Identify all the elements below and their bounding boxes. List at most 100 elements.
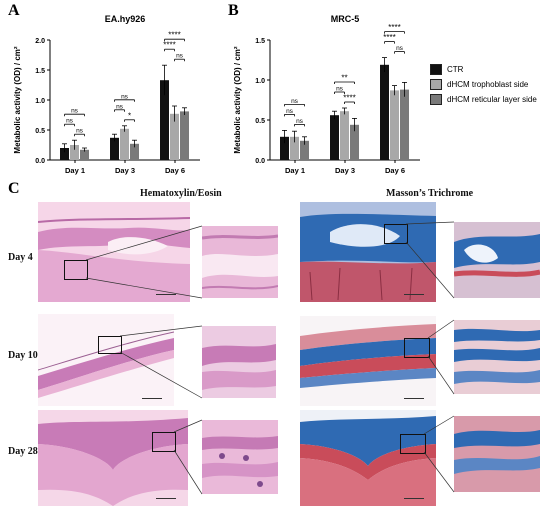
he-title: Hematoxylin/Eosin <box>140 188 222 199</box>
significance-label: ns <box>176 53 184 60</box>
mt-day28-detail-graphic <box>454 416 540 492</box>
scale-bar <box>142 398 162 399</box>
he-day10-zoom-box <box>98 336 122 354</box>
he-day4-zoom-box <box>64 260 88 280</box>
bar <box>130 143 139 160</box>
panel-label-a: A <box>8 2 20 19</box>
legend-item-trophoblast: dHCM trophoblast side <box>430 77 537 92</box>
bar <box>390 90 399 160</box>
day-label-28: Day 28 <box>8 446 38 457</box>
x-tick-label: Day 1 <box>285 166 305 175</box>
bar <box>110 137 119 160</box>
bar <box>120 128 129 160</box>
legend-swatch-trophoblast <box>430 79 442 90</box>
he-day28-tissue-graphic <box>38 410 188 506</box>
mt-day10-detail-graphic <box>454 320 540 394</box>
he-day4-detail-image <box>202 226 278 298</box>
he-day28-detail-graphic <box>202 420 278 494</box>
legend-swatch-ctr <box>430 64 442 75</box>
day-label-4: Day 4 <box>8 252 33 263</box>
y-tick-label: 0.0 <box>255 158 265 165</box>
panel-label-b: B <box>228 2 239 19</box>
significance-label: ** <box>341 74 347 83</box>
chart-ea-hy926: EA.hy926 Metabolic activity (OD) / cm² 0.0… <box>13 14 200 175</box>
significance-label: ns <box>116 103 124 110</box>
he-day4-detail-graphic <box>202 226 278 298</box>
y-tick-label: 0.5 <box>255 118 265 125</box>
mt-day28-zoom-box <box>400 434 426 454</box>
bar <box>160 80 169 160</box>
chart-mrc-5: MRC-5 Metabolic activity (OD) / cm² 0.0 0.5… <box>233 14 420 175</box>
significance-label: **** <box>383 33 395 42</box>
significance-label: ns <box>336 86 344 93</box>
mt-day4-tissue-graphic <box>300 202 436 302</box>
mt-day4-overview-image <box>300 202 436 302</box>
mt-day4-detail-graphic <box>454 222 540 298</box>
bar <box>70 145 79 160</box>
bar <box>80 149 89 160</box>
mt-day28-tissue-graphic <box>300 410 436 506</box>
y-tick-label: 1.0 <box>255 78 265 85</box>
y-axis-label: Metabolic activity (OD) / cm² <box>13 46 22 153</box>
bar <box>180 111 189 160</box>
chart-legend: CTR dHCM trophoblast side dHCM reticular… <box>430 62 537 107</box>
y-axis-label: Metabolic activity (OD) / cm² <box>233 46 242 153</box>
he-day10-overview-image <box>38 314 174 406</box>
mt-day28-overview-image <box>300 410 436 506</box>
x-tick-label: Day 3 <box>115 166 135 175</box>
mt-day10-overview-image <box>300 316 436 406</box>
legend-item-reticular: dHCM reticular layer side <box>430 92 537 107</box>
significance-label: ns <box>76 128 84 135</box>
bar <box>380 64 389 160</box>
significance-label: ns <box>396 45 404 52</box>
mt-day28-detail-image <box>454 416 540 492</box>
bar <box>300 140 309 160</box>
scale-bar <box>156 498 176 499</box>
bar <box>350 124 359 160</box>
x-tick-label: Day 1 <box>65 166 85 175</box>
mt-day10-detail-image <box>454 320 540 394</box>
chart-title: EA.hy926 <box>105 14 146 24</box>
legend-item-ctr: CTR <box>430 62 537 77</box>
mt-day10-tissue-graphic <box>300 316 436 406</box>
bar <box>330 115 339 160</box>
y-tick-label: 1.5 <box>255 38 265 45</box>
he-day10-detail-image <box>202 326 276 398</box>
x-tick-label: Day 6 <box>165 166 185 175</box>
x-tick-label: Day 3 <box>335 166 355 175</box>
y-tick-label: 1.0 <box>35 98 45 105</box>
he-day28-zoom-box <box>152 432 176 452</box>
significance-label: ns <box>66 118 74 125</box>
y-tick-label: 0.5 <box>35 128 45 135</box>
significance-label: * <box>128 111 131 120</box>
scale-bar <box>404 398 424 399</box>
chart-title: MRC-5 <box>331 14 360 24</box>
y-tick-label: 0.0 <box>35 158 45 165</box>
bar <box>400 89 409 160</box>
x-tick-label: Day 6 <box>385 166 405 175</box>
bar <box>170 113 179 160</box>
significance-label: ns <box>291 98 299 105</box>
bar <box>280 136 289 160</box>
y-tick-label: 2.0 <box>35 38 45 45</box>
scale-bar <box>404 294 424 295</box>
legend-label-ctr: CTR <box>447 65 464 74</box>
legend-label-trophoblast: dHCM trophoblast side <box>447 80 529 89</box>
significance-label: **** <box>168 31 180 40</box>
significance-label: **** <box>343 94 355 103</box>
significance-label: ns <box>296 118 304 125</box>
significance-label: ns <box>121 93 129 100</box>
mt-day4-zoom-box <box>384 224 408 244</box>
mt-title: Masson’s Trichrome <box>386 188 474 199</box>
significance-label: **** <box>388 23 400 32</box>
bar <box>60 148 69 160</box>
significance-label: **** <box>163 41 175 50</box>
scale-bar <box>404 498 424 499</box>
scale-bar <box>156 294 176 295</box>
he-day28-overview-image <box>38 410 188 506</box>
legend-label-reticular: dHCM reticular layer side <box>447 95 537 104</box>
y-tick-label: 1.5 <box>35 68 45 75</box>
he-day28-detail-image <box>202 420 278 494</box>
mt-day10-zoom-box <box>404 338 430 358</box>
